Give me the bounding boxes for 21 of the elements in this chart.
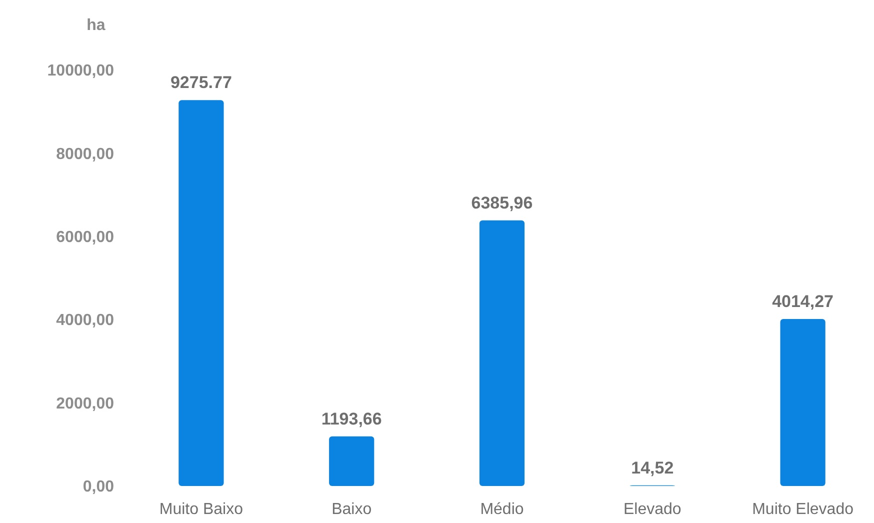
data-label: 1193,66 bbox=[321, 409, 382, 428]
y-axis-title: ha bbox=[86, 17, 106, 34]
bar bbox=[479, 220, 525, 486]
x-tick-label: Muito Elevado bbox=[752, 501, 854, 518]
y-tick-label: 2000,00 bbox=[56, 395, 114, 412]
y-tick-label: 0,00 bbox=[82, 478, 114, 496]
x-tick-label: Muito Baixo bbox=[159, 501, 244, 518]
y-tick-label: 4000,00 bbox=[56, 312, 114, 330]
x-tick-label: Elevado bbox=[623, 501, 682, 518]
bar bbox=[780, 319, 826, 486]
data-label: 6385,96 bbox=[471, 193, 533, 212]
y-tick-label: 8000,00 bbox=[56, 146, 114, 163]
data-label: 9275.77 bbox=[170, 73, 232, 92]
bar bbox=[178, 100, 224, 486]
x-tick-label: Médio bbox=[480, 501, 524, 518]
data-label: 4014,27 bbox=[772, 292, 834, 312]
data-label: 14,52 bbox=[631, 458, 674, 478]
bar bbox=[329, 436, 374, 486]
y-tick-label: 10000,00 bbox=[47, 62, 114, 80]
x-tick-label: Baixo bbox=[332, 501, 372, 518]
y-tick-label: 6000,00 bbox=[56, 229, 114, 246]
